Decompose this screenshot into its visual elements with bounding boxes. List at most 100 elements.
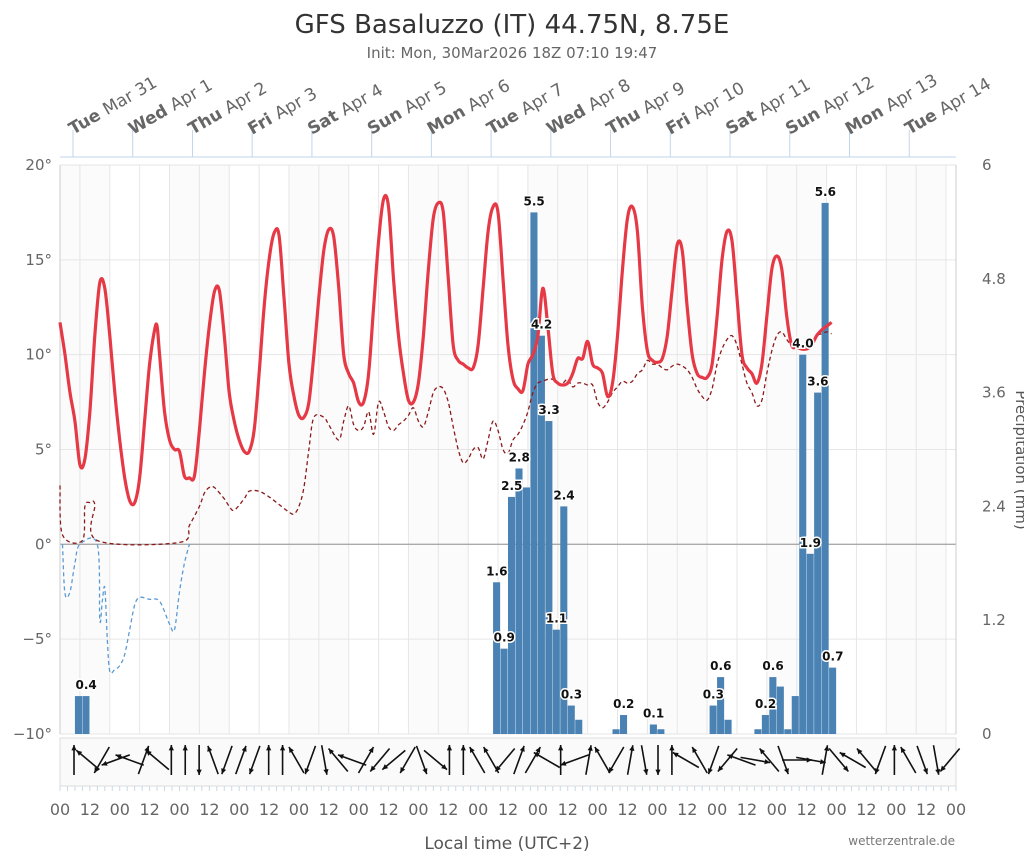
precip-bar: [806, 553, 814, 734]
hour-label: 00: [110, 800, 130, 819]
wind-arrowhead: [469, 747, 475, 753]
precip-data-label: 0.3: [561, 688, 582, 702]
wind-arrowhead: [168, 745, 174, 751]
temperature-tick-label: 15°: [25, 251, 52, 269]
wind-arrowhead: [839, 752, 846, 758]
wind-arrowhead: [368, 747, 374, 753]
wind-arrow: [357, 746, 375, 774]
precipitation-tick-label: 4.8: [982, 270, 1006, 288]
hour-label: 12: [737, 800, 757, 819]
wind-arrowhead: [891, 745, 897, 751]
wind-arrowhead: [707, 768, 713, 775]
wind-arrow: [672, 751, 700, 769]
chart-title: GFS Basaluzzo (IT) 44.75N, 8.75E: [295, 10, 730, 40]
wind-arrowhead: [115, 754, 122, 760]
wind-arrow: [248, 745, 261, 775]
hour-label: 12: [617, 800, 637, 819]
hour-label: 12: [80, 800, 100, 819]
hour-label: 00: [408, 800, 428, 819]
wind-arrow: [182, 745, 188, 775]
wind-arrowhead: [783, 768, 789, 775]
wind-arrowhead: [241, 745, 247, 752]
precip-data-label: 0.7: [822, 650, 843, 664]
wind-arrowhead: [207, 745, 213, 752]
precip-bar: [791, 696, 799, 734]
temperature-tick-label: −5°: [22, 630, 52, 648]
wind-arrow: [874, 745, 887, 775]
wind-arrow: [717, 747, 738, 773]
wind-arrowhead: [629, 745, 635, 752]
wind-arrow: [585, 745, 593, 775]
wind-arrow: [891, 745, 897, 775]
wind-arrow: [399, 746, 416, 774]
wind-arrow: [93, 746, 111, 774]
wind-arrow: [460, 745, 466, 775]
precip-bar: [717, 677, 725, 734]
precip-bar: [82, 696, 90, 734]
temperature-tick-label: 10°: [25, 346, 52, 364]
precip-bar: [530, 212, 538, 734]
wind-arrow: [369, 747, 391, 773]
precip-bar: [74, 696, 82, 734]
dewpoint-line-below-zero: [61, 537, 191, 675]
hour-label: 00: [169, 800, 189, 819]
precip-bar: [537, 335, 545, 734]
precip-bar: [649, 724, 657, 734]
wind-arrow: [758, 747, 780, 773]
wind-arrow: [266, 745, 272, 775]
precip-bar: [724, 719, 732, 734]
precipitation-tick-label: 6: [982, 156, 992, 174]
hour-label: 00: [826, 800, 846, 819]
wind-arrowhead: [304, 768, 310, 775]
precipitation-axis: 0 1.2 2.4 3.6 4.8 6: [982, 156, 1006, 743]
hour-label: 00: [50, 800, 70, 819]
precip-data-label: 5.6: [815, 185, 836, 199]
wind-arrowhead: [460, 745, 466, 751]
precip-data-label: 5.5: [524, 194, 545, 208]
wind-arrow: [856, 747, 877, 773]
hour-label: 00: [289, 800, 309, 819]
wind-arrow: [168, 745, 174, 775]
hour-label: 00: [946, 800, 966, 819]
hour-label: 00: [647, 800, 667, 819]
wind-arrows: [59, 737, 961, 787]
wind-arrowhead: [923, 768, 928, 775]
wind-arrowhead: [587, 745, 593, 752]
wind-arrow: [513, 745, 525, 775]
precip-bar: [575, 719, 583, 734]
wind-arrowhead: [533, 752, 540, 758]
wind-arrow: [469, 746, 486, 774]
wind-arrowhead: [692, 747, 698, 753]
precip-data-label: 1.1: [546, 612, 567, 626]
precip-bar: [522, 487, 530, 734]
hour-label: 12: [558, 800, 578, 819]
wind-arrowhead: [71, 745, 77, 751]
precip-bar: [515, 468, 523, 734]
precip-bar: [709, 705, 717, 734]
precip-data-label: 1.9: [800, 536, 821, 550]
wind-arrow: [327, 747, 349, 773]
wind-arrowhead: [266, 745, 272, 751]
hour-label: 00: [587, 800, 607, 819]
precip-data-label: 0.3: [703, 688, 724, 702]
wind-arrowhead: [495, 765, 501, 772]
precip-bar: [552, 629, 560, 734]
precip-bar: [799, 354, 807, 734]
hour-label: 12: [797, 800, 817, 819]
wind-arrow: [533, 751, 561, 769]
precipitation-data-labels: 0.4 1.6 0.9 2.5 2.8 5.5 4.2 3.3 1.1 2.4 0.3 0.2 0.1 0…: [74, 183, 845, 722]
wind-arrowhead: [842, 765, 849, 772]
wind-arrowhead: [145, 750, 152, 756]
precip-bar: [508, 496, 516, 734]
precip-data-label: 1.6: [486, 564, 507, 578]
precip-data-label: 2.4: [553, 488, 574, 502]
temperature-tick-label: 5°: [35, 441, 52, 459]
wind-arrowhead: [594, 747, 600, 753]
wind-arrow: [669, 745, 675, 775]
wind-arrow: [337, 754, 367, 766]
time-axis: 00 12 00 12 00 12 00 12 00 12 00 12 00 12 00 12 00 12 00 12…: [50, 786, 966, 819]
temperature-tick-label: 20°: [25, 156, 52, 174]
precip-bar: [657, 729, 665, 734]
